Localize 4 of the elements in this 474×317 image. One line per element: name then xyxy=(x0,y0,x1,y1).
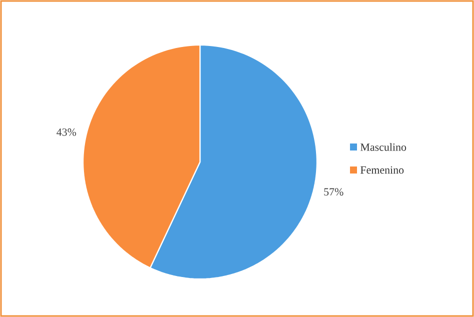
legend-label: Femenino xyxy=(360,166,404,174)
data-label: 57% xyxy=(324,188,344,196)
legend-label: Masculino xyxy=(360,143,406,151)
data-label: 43% xyxy=(56,128,76,136)
